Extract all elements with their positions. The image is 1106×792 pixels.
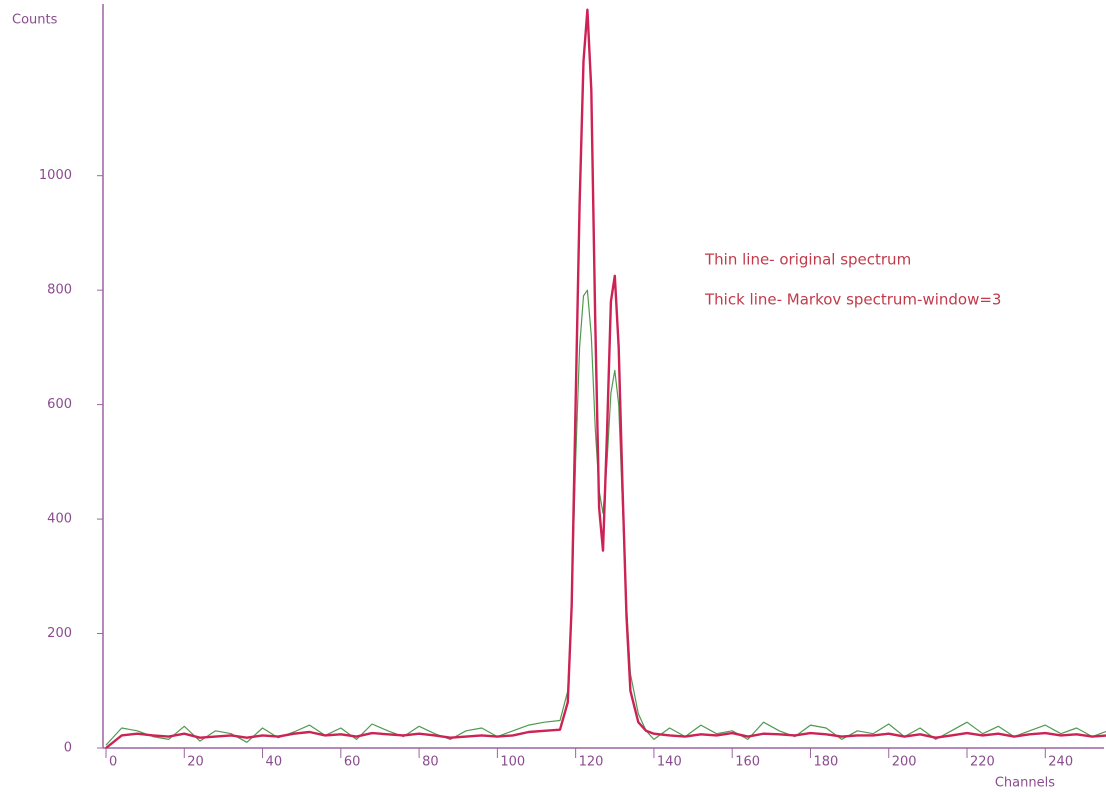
- x-tick-label: 240: [1048, 755, 1073, 770]
- x-tick-label: 180: [813, 755, 838, 770]
- annotation: Thin line- original spectrum: [704, 251, 911, 269]
- x-tick-label: 20: [187, 755, 204, 770]
- x-tick-label: 220: [970, 755, 995, 770]
- x-axis-label: Channels: [995, 776, 1055, 791]
- x-tick-label: 200: [892, 755, 917, 770]
- x-tick-label: 0: [109, 755, 117, 770]
- x-tick-label: 120: [579, 755, 604, 770]
- x-tick-label: 100: [500, 755, 525, 770]
- y-tick-label: 400: [47, 512, 72, 527]
- y-tick-label: 800: [47, 283, 72, 298]
- x-tick-label: 140: [657, 755, 682, 770]
- y-tick-label: 0: [64, 741, 72, 756]
- annotation: Thick line- Markov spectrum-window=3: [704, 291, 1001, 309]
- x-tick-label: 40: [266, 755, 283, 770]
- series-line: [105, 8, 1106, 749]
- y-axis-label: Counts: [12, 13, 58, 28]
- x-tick-label: 60: [344, 755, 361, 770]
- x-tick-label: 160: [735, 755, 760, 770]
- y-tick-label: 1000: [39, 168, 72, 183]
- y-tick-label: 200: [47, 626, 72, 641]
- y-tick-label: 600: [47, 397, 72, 412]
- series-line: [105, 289, 1106, 746]
- x-tick-label: 80: [422, 755, 439, 770]
